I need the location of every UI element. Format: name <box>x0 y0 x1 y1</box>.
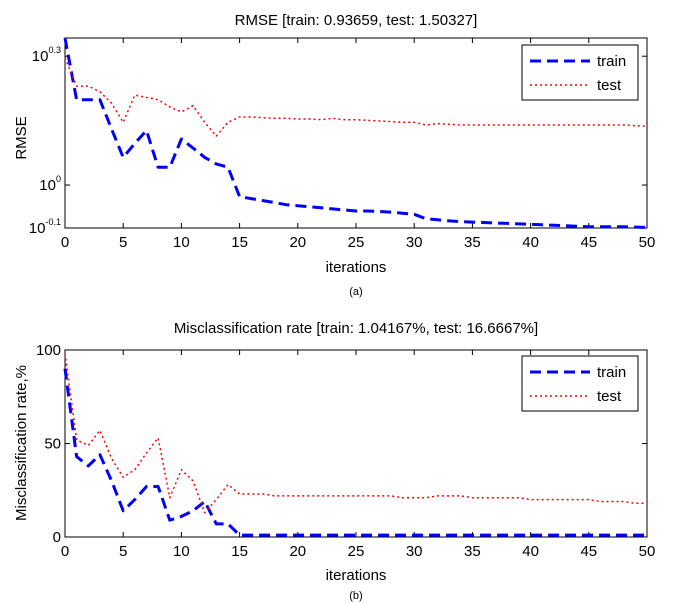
rmse-y-axis-label: RMSE <box>13 116 30 159</box>
rmse-x-tick-label: 10 <box>173 234 190 251</box>
misclassification-x-tick-label: 50 <box>639 543 656 560</box>
rmse-x-ticks: 0 5 10 15 20 25 30 35 40 45 50 <box>61 38 656 251</box>
rmse-x-tick-label: 40 <box>522 234 539 251</box>
rmse-series <box>63 37 648 229</box>
rmse-legend: train test <box>521 44 639 101</box>
misclassification-y-tick-label: 0 <box>53 529 61 546</box>
misclassification-x-ticks: 0 5 10 15 20 25 30 35 40 45 50 <box>61 350 656 560</box>
rmse-x-tick-label: 45 <box>580 234 597 251</box>
rmse-y-tick-label: 100 <box>39 174 61 194</box>
misclassification-y-axis-label: Misclassification rate,% <box>13 365 30 521</box>
misclassification-series <box>63 353 647 537</box>
rmse-x-tick-label: 50 <box>639 234 656 251</box>
misclassification-y-ticks: 0 50 100 <box>36 342 647 546</box>
misclassification-series-train-line <box>63 368 647 537</box>
misclassification-y-tick-label: 50 <box>44 436 61 453</box>
misclassification-x-axis-label: iterations <box>326 567 387 584</box>
rmse-y-tick-base: 10 <box>39 177 56 194</box>
rmse-y-tick-exponent: 0 <box>56 174 61 184</box>
misclassification-legend: train test <box>521 355 639 412</box>
rmse-x-tick-label: 25 <box>348 234 365 251</box>
rmse-legend-box <box>521 44 639 101</box>
rmse-x-tick-label: 30 <box>406 234 423 251</box>
misclassification-x-tick-label: 40 <box>522 543 539 560</box>
misclassification-x-tick-label: 10 <box>173 543 190 560</box>
rmse-y-tick-label: 10-0.1 <box>29 217 61 237</box>
rmse-x-tick-label: 20 <box>289 234 306 251</box>
rmse-x-tick-label: 35 <box>464 234 481 251</box>
rmse-legend-train-label: train <box>597 53 626 70</box>
rmse-y-tick-label: 100.3 <box>32 45 61 65</box>
misclassification-legend-test-label: test <box>597 388 622 405</box>
misclassification-x-tick-label: 5 <box>119 543 127 560</box>
rmse-y-tick-exponent: 0.3 <box>48 45 61 55</box>
misclassification-x-tick-label: 15 <box>231 543 248 560</box>
misclassification-x-tick-label: 0 <box>61 543 69 560</box>
rmse-x-tick-label: 15 <box>231 234 248 251</box>
rmse-legend-test-label: test <box>597 77 622 94</box>
rmse-series-test-line <box>64 57 648 137</box>
misclassification-legend-train-label: train <box>597 364 626 381</box>
misclassification-caption: (b) <box>349 590 362 602</box>
rmse-chart-title: RMSE [train: 0.93659, test: 1.50327] <box>235 12 478 29</box>
misclassification-chart-title: Misclassification rate [train: 1.04167%,… <box>174 320 538 337</box>
misclassification-legend-box <box>521 355 639 412</box>
rmse-panel: RMSE [train: 0.93659, test: 1.50327] 10-… <box>13 12 655 298</box>
rmse-y-tick-base: 10 <box>32 48 49 65</box>
misclassification-panel: Misclassification rate [train: 1.04167%,… <box>13 320 655 602</box>
misclassification-x-tick-label: 45 <box>580 543 597 560</box>
rmse-y-tick-exponent: -0.1 <box>45 217 61 227</box>
rmse-y-tick-base: 10 <box>29 220 46 237</box>
rmse-x-tick-label: 5 <box>119 234 127 251</box>
misclassification-x-tick-label: 35 <box>464 543 481 560</box>
rmse-x-tick-label: 0 <box>61 234 69 251</box>
rmse-series-train-line <box>63 37 648 229</box>
rmse-caption: (a) <box>349 286 362 298</box>
misclassification-x-tick-label: 25 <box>348 543 365 560</box>
misclassification-y-tick-label: 100 <box>36 342 61 359</box>
misclassification-x-tick-label: 30 <box>406 543 423 560</box>
misclassification-x-tick-label: 20 <box>289 543 306 560</box>
rmse-x-axis-label: iterations <box>326 259 387 276</box>
